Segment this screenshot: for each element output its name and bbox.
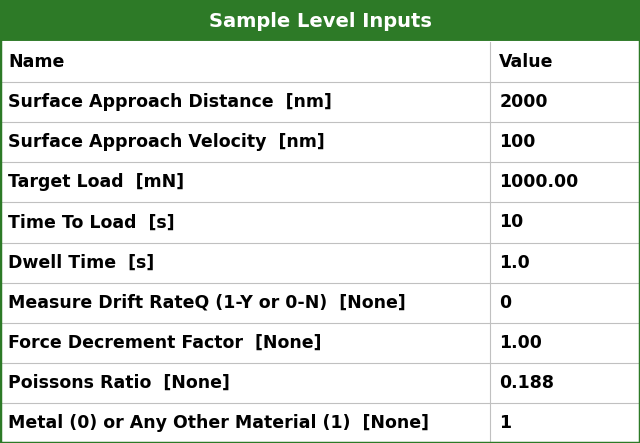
Text: Force Decrement Factor  [None]: Force Decrement Factor [None]	[8, 334, 322, 352]
Text: 2000: 2000	[499, 93, 548, 111]
Text: 1: 1	[499, 414, 511, 432]
Text: 100: 100	[499, 133, 536, 152]
Bar	[0, 0, 640, 42]
Text: Value: Value	[499, 53, 554, 71]
Text: Dwell Time  [s]: Dwell Time [s]	[8, 253, 155, 272]
Text: Surface Approach Velocity  [nm]: Surface Approach Velocity [nm]	[8, 133, 325, 152]
Bar	[0, 42, 640, 82]
Text: 1.00: 1.00	[499, 334, 542, 352]
Text: Target Load  [mN]: Target Load [mN]	[8, 173, 184, 191]
Text: 1000.00: 1000.00	[499, 173, 579, 191]
Text: Surface Approach Distance  [nm]: Surface Approach Distance [nm]	[8, 93, 332, 111]
Text: Measure Drift RateQ (1-Y or 0-N)  [None]: Measure Drift RateQ (1-Y or 0-N) [None]	[8, 294, 406, 312]
Text: 10: 10	[499, 214, 524, 232]
Text: Name: Name	[8, 53, 65, 71]
Text: 0.188: 0.188	[499, 374, 554, 392]
Text: 0: 0	[499, 294, 511, 312]
Text: Sample Level Inputs: Sample Level Inputs	[209, 12, 431, 31]
Text: Poissons Ratio  [None]: Poissons Ratio [None]	[8, 374, 230, 392]
Text: 1.0: 1.0	[499, 253, 530, 272]
Text: Metal (0) or Any Other Material (1)  [None]: Metal (0) or Any Other Material (1) [Non…	[8, 414, 429, 432]
Text: Time To Load  [s]: Time To Load [s]	[8, 214, 175, 232]
